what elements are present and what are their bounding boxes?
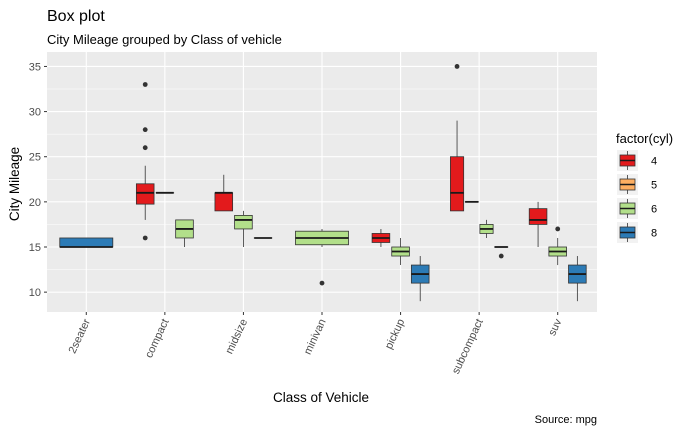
box-midsize-cyl-6: [234, 210, 253, 247]
box-subcompact-cyl-4: [450, 64, 465, 212]
legend-label: 6: [651, 204, 657, 216]
box-pickup-cyl-6: [391, 237, 410, 266]
legend-item-8: 8: [617, 222, 657, 243]
y-tick-label: 30: [29, 107, 41, 119]
chart-subtitle: City Mileage grouped by Class of vehicle: [47, 32, 282, 47]
box-suv-cyl-8: [568, 256, 587, 302]
box-pickup-cyl-8: [410, 256, 430, 302]
box-subcompact-cyl-6: [479, 219, 494, 238]
chart-caption: Source: mpg: [535, 414, 597, 426]
box-pickup-cyl-4: [371, 228, 391, 247]
legend-label: 4: [651, 156, 657, 168]
x-tick-label: compact: [143, 317, 171, 360]
outlier-point: [555, 226, 561, 232]
x-tick-label: midsize: [224, 317, 251, 356]
outlier-point: [498, 253, 504, 259]
box-suv-cyl-4: [528, 201, 548, 247]
box-compact-cyl-4: [135, 82, 155, 241]
x-tick-label: 2seater: [67, 317, 94, 356]
y-tick-label: 15: [29, 242, 41, 254]
legend-item-5: 5: [617, 174, 657, 195]
box-body: [214, 192, 234, 212]
legend-item-4: 4: [617, 150, 657, 171]
y-tick-label: 25: [29, 152, 41, 164]
box-minivan-cyl-6: [295, 228, 349, 286]
chart-title: Box plot: [47, 8, 105, 25]
outlier-point: [454, 64, 460, 69]
box-suv-cyl-6: [548, 226, 567, 266]
box-2seater-cyl-8: [59, 237, 114, 248]
legend-label: 8: [651, 228, 657, 240]
outlier-point: [142, 82, 148, 87]
box-body: [59, 237, 114, 248]
box-body: [450, 156, 465, 212]
box-body: [135, 183, 155, 205]
box-body: [528, 208, 548, 225]
y-axis-title: City Mileage: [7, 147, 22, 221]
box-subcompact-cyl-8: [494, 246, 509, 259]
box-body: [234, 215, 253, 230]
outlier-point: [142, 145, 148, 151]
y-tick-label: 10: [29, 287, 41, 299]
legend: factor(cyl) 4 5 6 8: [616, 131, 673, 243]
legend-label: 5: [651, 180, 657, 192]
legend-title: factor(cyl): [616, 131, 673, 146]
x-tick-label: minivan: [302, 317, 329, 356]
outlier-point: [319, 280, 325, 286]
x-axis-title: Class of Vehicle: [273, 390, 369, 405]
x-tick-label: pickup: [383, 317, 407, 351]
plot-area: 10 15 20 25 30 35 2seater compact midsize minivan…: [29, 52, 597, 376]
box-midsize-cyl-4: [214, 174, 234, 212]
x-tick-label: subcompact: [450, 317, 486, 376]
y-tick-label: 20: [29, 197, 41, 209]
outlier-point: [142, 235, 148, 241]
outlier-point: [142, 127, 148, 133]
y-tick-label: 35: [29, 61, 41, 73]
box-compact-cyl-6: [175, 219, 194, 247]
legend-item-6: 6: [617, 198, 657, 219]
x-tick-label: suv: [546, 317, 564, 338]
